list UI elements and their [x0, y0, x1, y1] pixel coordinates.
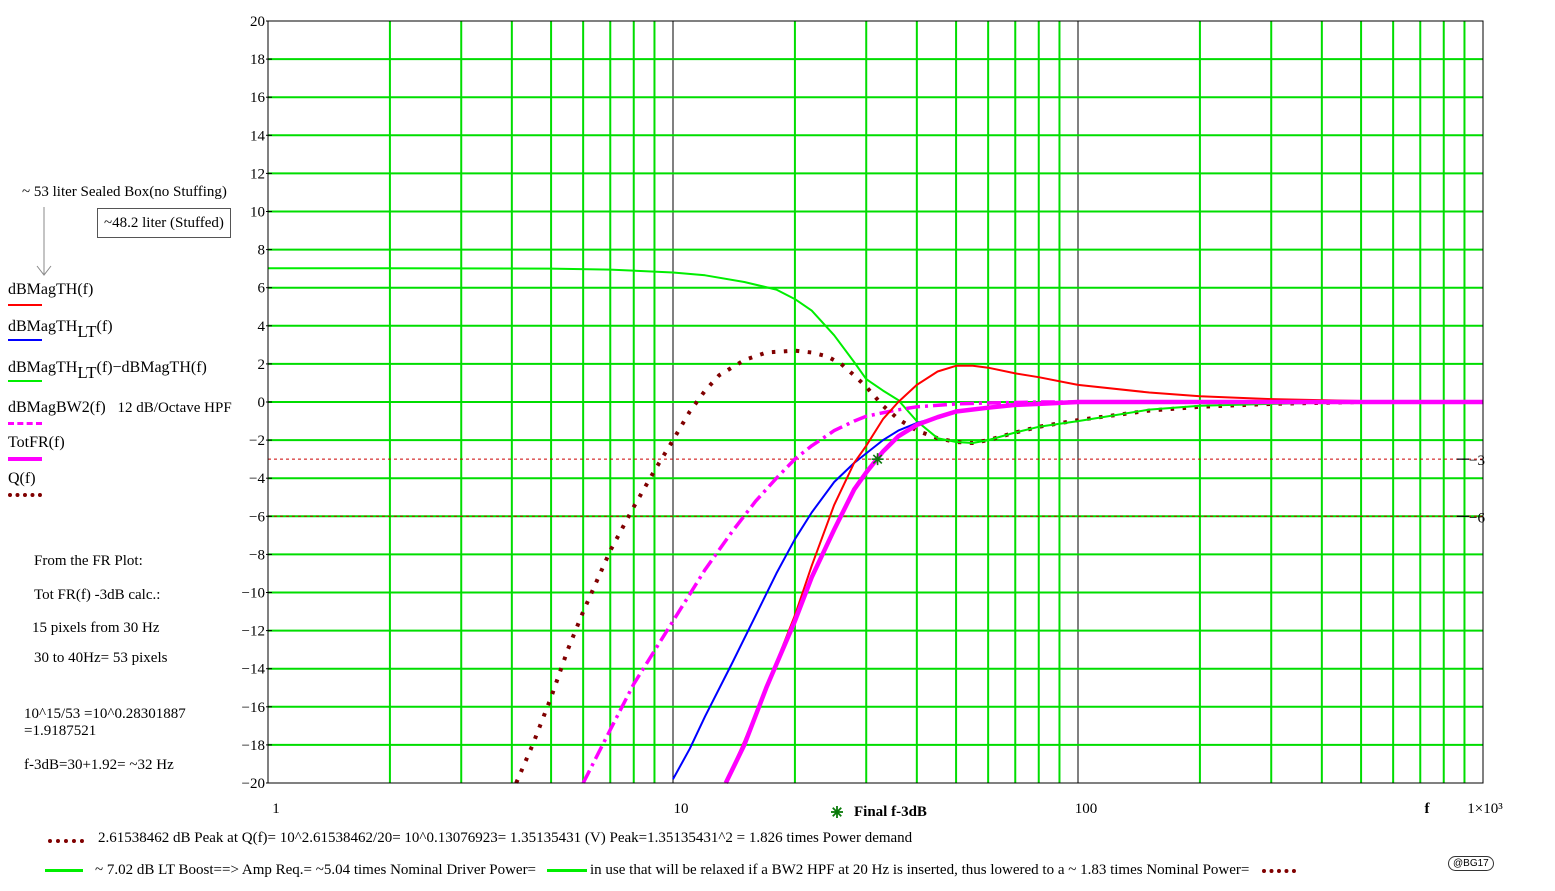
note-line: 10^15/53 =10^0.28301887 [24, 706, 186, 722]
note-line: Tot FR(f) -3dB calc.: [34, 587, 161, 603]
series-line-dbmagth-f- [724, 364, 1484, 784]
chart-series [268, 267, 1484, 784]
legend-label-main: TotFR(f) [8, 434, 65, 451]
legend-label-main: dBMagTH [8, 318, 78, 335]
legend-label-subscript: LT [77, 322, 97, 341]
bottom-green-swatch-2 [547, 869, 587, 872]
legend-label-subscript: LT [77, 363, 97, 382]
legend-swatch [8, 422, 42, 425]
y-tick-label: 2 [258, 357, 266, 373]
y-tick-label: −10 [242, 586, 265, 602]
y-tick-label: 16 [250, 90, 266, 106]
note-line: From the FR Plot: [34, 553, 143, 569]
bottom-q-swatch [48, 839, 84, 843]
note-line: 30 to 40Hz= 53 pixels [34, 650, 168, 666]
legend-label: dBMagTH(f) [8, 281, 93, 299]
series-line-dbmagbw2-f- [581, 400, 1483, 784]
marker-star-icon [871, 453, 884, 466]
y-tick-label: −2 [249, 433, 265, 449]
y-tick-label: 14 [250, 128, 266, 144]
legend-swatch [8, 493, 42, 497]
x-tick-label: 100 [1075, 801, 1098, 817]
legend-label: TotFR(f) [8, 434, 65, 452]
y-tick-label: 18 [250, 52, 265, 68]
bottom-green-swatch [45, 869, 83, 872]
y-tick-label: −18 [242, 738, 265, 754]
final-f3db-marker: Final f-3dB [831, 453, 927, 820]
box-no-stuffing-label: ~ 53 liter Sealed Box(no Stuffing) [22, 184, 227, 200]
reference-label: −3 [1469, 453, 1485, 469]
bottom-note-boost: ~ 7.02 dB LT Boost==> Amp Req.= ~5.04 ti… [95, 862, 537, 878]
legend-label-tail: (f)−dBMagTH(f) [96, 359, 207, 376]
note-line: 15 pixels from 30 Hz [32, 620, 160, 636]
y-tick-label: −16 [242, 700, 266, 716]
y-tick-label: −8 [249, 547, 265, 563]
arrow-icon [36, 207, 52, 276]
signature-badge: @BG17 [1448, 856, 1494, 871]
y-tick-label: −12 [242, 624, 265, 640]
legend-note: 12 dB/Octave HPF [113, 400, 232, 416]
x-tick-label: 1 [272, 801, 280, 817]
legend-label: dBMagTHLT(f)−dBMagTH(f) [8, 357, 207, 382]
legend-swatch [8, 304, 42, 306]
note-line: =1.9187521 [24, 723, 97, 739]
marker-label: Final f-3dB [854, 804, 927, 820]
legend-label: dBMagTHLT(f) [8, 316, 113, 341]
series-line-dbmagth-lt-f-dbmagth-f- [268, 267, 1483, 444]
y-tick-label: −20 [242, 776, 265, 792]
legend-label-tail: (f) [96, 318, 113, 335]
box-stuffed-label: ~48.2 liter (Stuffed) [97, 208, 231, 238]
note-line: f-3dB=30+1.92= ~32 Hz [24, 757, 174, 773]
legend-label-main: dBMagTH(f) [8, 281, 94, 298]
marker-ray [872, 454, 883, 464]
marker-ray [832, 807, 842, 817]
x-tick-label: 10 [674, 801, 689, 817]
y-tick-label: −14 [242, 662, 266, 678]
bottom-q-swatch-2 [1262, 869, 1296, 873]
y-tick-label: 4 [258, 319, 266, 335]
legend-label: dBMagBW2(f) 12 dB/Octave HPF [8, 399, 232, 417]
y-tick-label: 6 [258, 281, 266, 297]
y-tick-label: −4 [249, 471, 265, 487]
x-tick-label: 1×10³ [1467, 801, 1503, 817]
legend-label-main: dBMagBW2(f) [8, 399, 106, 416]
legend-swatch [8, 380, 42, 382]
series-line-totfr-f- [723, 399, 1483, 784]
reference-label: −6 [1469, 510, 1485, 526]
legend-swatch [8, 339, 42, 341]
legend-label: Q(f) [8, 470, 36, 488]
y-tick-label: 8 [258, 243, 266, 259]
bottom-note-relaxed: in use that will be relaxed if a BW2 HPF… [590, 862, 1250, 878]
legend-label-main: Q(f) [8, 470, 36, 487]
y-tick-label: 12 [250, 166, 265, 182]
legend-swatch [8, 457, 42, 461]
y-tick-label: 20 [250, 14, 265, 30]
legend-label-main: dBMagTH [8, 359, 78, 376]
bottom-note-peak: 2.61538462 dB Peak at Q(f)= 10^2.6153846… [98, 830, 913, 846]
x-axis-variable: f [1425, 801, 1431, 817]
y-tick-label: 0 [258, 395, 266, 411]
marker-legend-icon [831, 806, 843, 818]
y-tick-label: −6 [249, 509, 265, 525]
chart-axes: 20181614121086420−2−4−6−8−10−12−14−16−18… [242, 14, 1504, 817]
y-tick-label: 10 [250, 205, 265, 221]
